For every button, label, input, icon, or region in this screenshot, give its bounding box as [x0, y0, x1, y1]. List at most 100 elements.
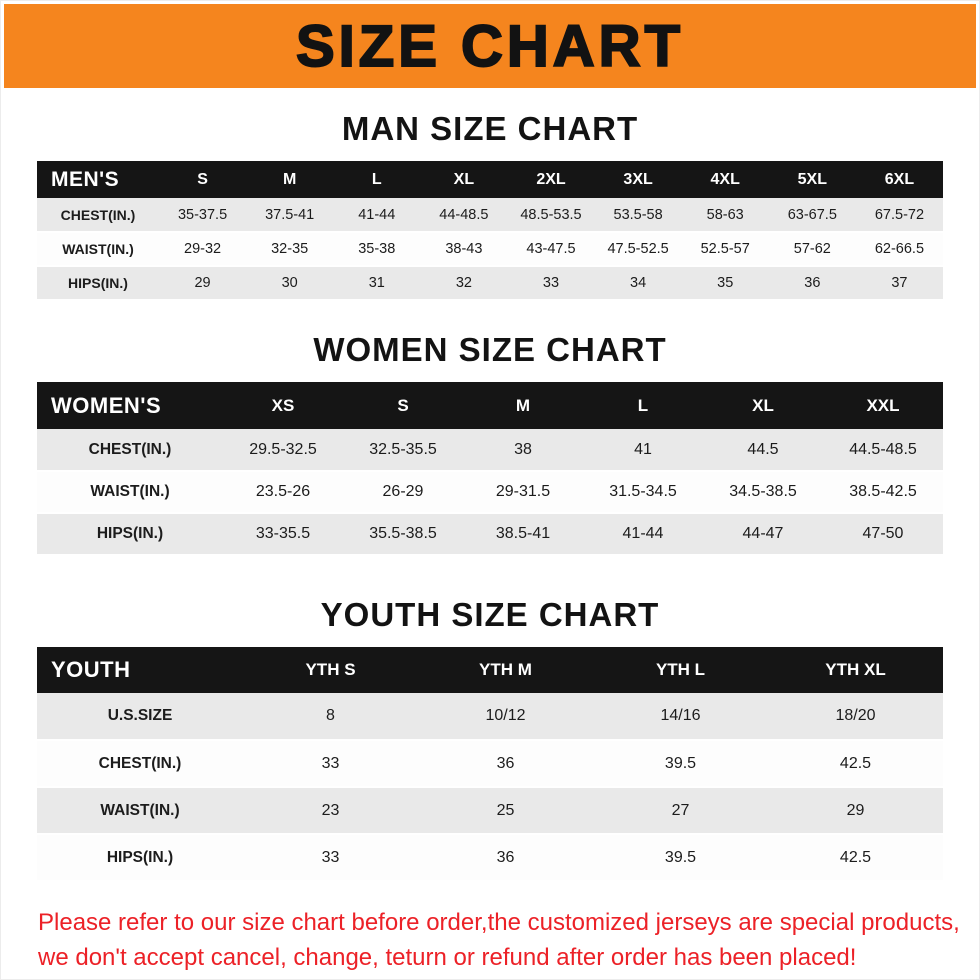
- size-column-header: M: [463, 382, 583, 429]
- size-value-cell: 36: [418, 833, 593, 882]
- size-value-cell: 34: [630, 275, 647, 291]
- size-value-cell: 14/16: [660, 707, 701, 724]
- size-value-cell: 44.5: [747, 440, 779, 458]
- size-value-cell: 25: [496, 801, 515, 819]
- size-value-cell: 34.5-38.5: [703, 470, 823, 514]
- size-value-cell: 38.5-41: [495, 525, 551, 542]
- size-value-cell: 44-47: [742, 525, 784, 542]
- table-row: WAIST(IN.) 29-32 32-35 35-38 38-43 43-47.5 47.…: [37, 231, 943, 267]
- size-column-header: 2XL: [507, 161, 595, 198]
- row-label: U.S.SIZE: [107, 707, 173, 724]
- size-value-cell: 31.5-34.5: [583, 470, 703, 514]
- size-value-cell: 57-62: [768, 231, 856, 267]
- size-value-cell: 32: [455, 275, 472, 291]
- man-size-table: MEN'S S M L XL 2XL 3XL 4XL 5XL 6XL CHEST(IN.) 35-37…: [37, 161, 943, 301]
- size-column-header: YTH S: [243, 647, 418, 693]
- row-label: WAIST(IN.): [37, 231, 159, 267]
- size-value-cell: 35.5-38.5: [369, 525, 437, 542]
- size-value-cell: 30: [281, 275, 298, 291]
- disclaimer-line-1: Please refer to our size chart before or…: [38, 909, 960, 936]
- size-value-cell: 44.5-48.5: [849, 440, 917, 458]
- size-value-cell: 41-44: [622, 525, 664, 542]
- size-value-cell: 47.5-52.5: [594, 231, 682, 267]
- disclaimer: Please refer to our size chart before or…: [38, 906, 976, 976]
- size-value-cell: 23.5-26: [223, 470, 343, 514]
- table-title-cell: YOUTH: [37, 647, 243, 693]
- size-value-cell: 33: [243, 739, 418, 788]
- size-value-cell: 35: [717, 275, 734, 291]
- size-value-cell: 35-38: [333, 231, 421, 267]
- size-column-header: YTH M: [418, 647, 593, 693]
- row-label: CHEST(IN.): [60, 206, 136, 223]
- row-label: HIPS(IN.): [37, 833, 243, 882]
- size-value-cell: 41: [634, 440, 652, 458]
- man-section-heading: MAN SIZE CHART: [341, 110, 639, 147]
- size-column-header: YTH XL: [768, 647, 943, 693]
- row-label: HIPS(IN.): [68, 275, 128, 291]
- row-label: HIPS(IN.): [96, 525, 164, 542]
- women-section-heading: WOMEN SIZE CHART: [313, 331, 667, 368]
- youth-size-section: YOUTH SIZE CHART YOUTH YTH S YTH M YTH L YTH…: [4, 596, 976, 882]
- youth-section-heading: YOUTH SIZE CHART: [320, 596, 660, 633]
- size-value-cell: 10/12: [485, 707, 526, 724]
- size-value-cell: 27: [671, 801, 690, 819]
- table-row: HIPS(IN.) 29 30 31 32 33 34 35 36 37: [37, 266, 943, 300]
- size-column-header: XL: [420, 161, 508, 198]
- size-value-cell: 37.5-41: [265, 206, 315, 223]
- table-row: WAIST(IN.) 23.5-26 26-29 29-31.5 31.5-34.5 34…: [37, 470, 943, 514]
- size-value-cell: 44-48.5: [439, 206, 489, 223]
- size-value-cell: 67.5-72: [874, 206, 925, 223]
- size-column-header: M: [246, 161, 334, 198]
- size-chart-banner: SIZE CHART: [4, 4, 976, 88]
- women-size-section: WOMEN SIZE CHART WOMEN'S XS S M L XL XXL CHEST(…: [4, 331, 976, 556]
- table-row: U.S.SIZE 8 10/12 14/16 18/20: [37, 693, 943, 740]
- table-row: WAIST(IN.) 23 25 27 29: [37, 787, 943, 834]
- size-column-header: L: [583, 382, 703, 429]
- table-header-row: WOMEN'S XS S M L XL XXL: [37, 382, 943, 429]
- table-title-cell: MEN'S: [37, 161, 159, 198]
- size-value-cell: 36: [418, 739, 593, 788]
- size-value-cell: 38-43: [420, 231, 508, 267]
- size-value-cell: 23: [321, 801, 340, 819]
- size-value-cell: 62-66.5: [855, 231, 943, 267]
- banner-title: SIZE CHART: [295, 13, 684, 80]
- size-column-header: XL: [703, 382, 823, 429]
- size-value-cell: 29: [846, 801, 865, 819]
- size-value-cell: 47-50: [862, 525, 904, 542]
- table-row: CHEST(IN.) 33 36 39.5 42.5: [37, 739, 943, 788]
- size-value-cell: 18/20: [835, 707, 876, 724]
- table-row: CHEST(IN.) 29.5-32.5 32.5-35.5 38 41 44.5 44.5…: [37, 429, 943, 471]
- size-value-cell: 29-32: [159, 231, 247, 267]
- size-value-cell: 53.5-58: [613, 206, 663, 223]
- row-label: CHEST(IN.): [88, 440, 172, 458]
- size-value-cell: 33: [243, 833, 418, 882]
- table-header-row: MEN'S S M L XL 2XL 3XL 4XL 5XL 6XL: [37, 161, 943, 198]
- size-value-cell: 29: [194, 275, 211, 291]
- size-value-cell: 33-35.5: [255, 525, 311, 542]
- size-value-cell: 29.5-32.5: [249, 440, 317, 458]
- man-size-section: MAN SIZE CHART MEN'S S M L XL 2XL 3XL 4XL 5XL 6XL…: [4, 110, 976, 301]
- size-value-cell: 33: [542, 275, 560, 291]
- size-value-cell: 42.5: [768, 739, 943, 788]
- women-size-table: WOMEN'S XS S M L XL XXL CHEST(IN.) 29.5-32.5 32.5…: [37, 382, 943, 556]
- size-value-cell: 36: [804, 275, 821, 291]
- row-label: WAIST(IN.): [37, 470, 223, 514]
- size-value-cell: 35-37.5: [177, 206, 228, 223]
- youth-size-table: YOUTH YTH S YTH M YTH L YTH XL U.S.SIZE 8 10/12…: [37, 647, 943, 882]
- size-value-cell: 42.5: [768, 833, 943, 882]
- size-column-header: L: [333, 161, 421, 198]
- size-value-cell: 26-29: [343, 470, 463, 514]
- size-value-cell: 32.5-35.5: [369, 440, 437, 458]
- row-label: CHEST(IN.): [37, 739, 243, 788]
- table-row: CHEST(IN.) 35-37.5 37.5-41 41-44 44-48.5 48.5…: [37, 198, 943, 232]
- size-value-cell: 39.5: [593, 739, 768, 788]
- size-value-cell: 8: [326, 707, 335, 724]
- size-value-cell: 63-67.5: [787, 206, 837, 223]
- table-header-row: YOUTH YTH S YTH M YTH L YTH XL: [37, 647, 943, 693]
- size-column-header: S: [159, 161, 247, 198]
- table-row: HIPS(IN.) 33-35.5 35.5-38.5 38.5-41 41-44 44-…: [37, 513, 943, 555]
- size-value-cell: 41-44: [358, 206, 396, 223]
- size-column-header: S: [343, 382, 463, 429]
- size-column-header: YTH L: [593, 647, 768, 693]
